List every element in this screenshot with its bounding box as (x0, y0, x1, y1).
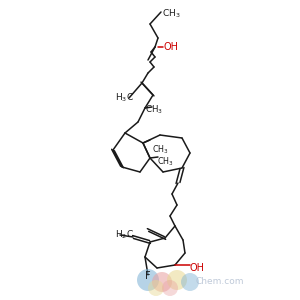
Text: CH$_3$: CH$_3$ (162, 8, 181, 20)
Circle shape (162, 280, 178, 296)
Circle shape (181, 273, 199, 291)
Text: CH$_3$: CH$_3$ (157, 155, 174, 167)
Text: CH$_3$: CH$_3$ (145, 103, 163, 116)
Text: H$_3$C: H$_3$C (115, 92, 134, 104)
Text: OH: OH (190, 263, 205, 273)
Circle shape (148, 280, 164, 296)
Text: CH$_3$: CH$_3$ (152, 143, 169, 155)
Text: OH: OH (163, 42, 178, 52)
Text: H$_2$C: H$_2$C (115, 229, 134, 241)
Text: Chem.com: Chem.com (195, 277, 244, 286)
Circle shape (167, 270, 187, 290)
Circle shape (137, 269, 159, 291)
Circle shape (152, 272, 172, 292)
Text: F: F (145, 271, 151, 281)
